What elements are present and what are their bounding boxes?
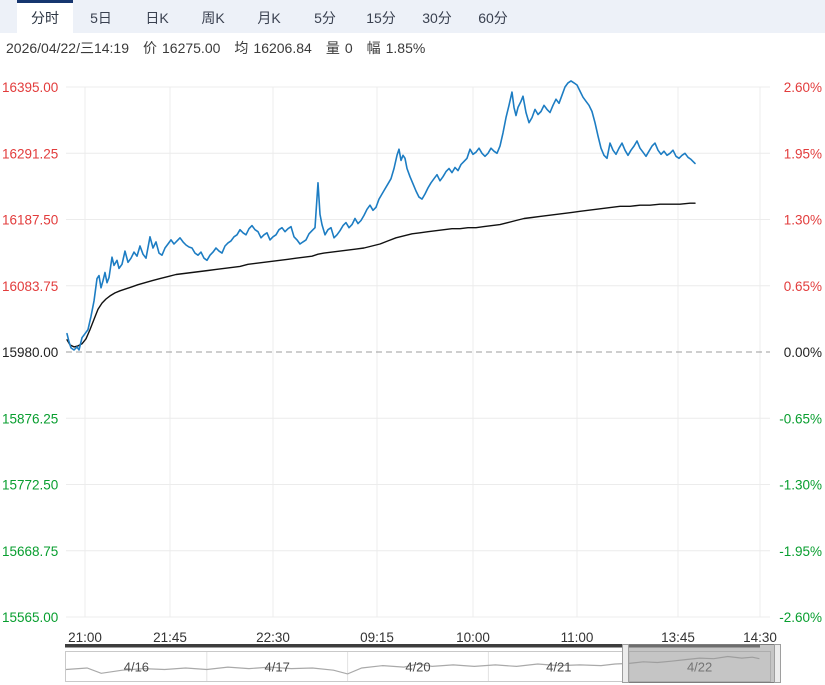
y-axis-pct-label: -2.60% <box>779 610 822 625</box>
info-range: 幅 1.85% <box>366 40 426 56</box>
tab-monthly-k[interactable]: 月K <box>257 10 281 26</box>
tab-5day[interactable]: 5日 <box>90 10 112 26</box>
y-axis-price-label: 16083.75 <box>2 279 58 294</box>
info-datetime: 2026/04/22/三14:19 <box>6 40 129 56</box>
x-axis-time-label: 21:45 <box>153 630 187 645</box>
price-line <box>66 80 696 351</box>
navigator-sparkline: 4/164/174/204/214/22 <box>66 652 760 681</box>
x-axis-time-label: 10:00 <box>456 630 490 645</box>
x-axis-time-label: 21:00 <box>68 630 102 645</box>
y-axis-price-label: 15565.00 <box>2 610 58 625</box>
navigator-left-handle[interactable] <box>622 644 629 683</box>
y-axis-price-label: 15772.50 <box>2 478 58 493</box>
chart-plot-area[interactable] <box>66 87 770 617</box>
navigator-date-label: 4/16 <box>124 660 149 675</box>
x-axis-time-label: 13:45 <box>661 630 695 645</box>
navigator-date-label: 4/21 <box>546 660 571 675</box>
x-axis-bar <box>65 644 760 648</box>
y-axis-pct-label: 1.95% <box>784 146 822 161</box>
tab-fenshi[interactable]: 分时 <box>17 0 73 33</box>
x-axis-time-label: 11:00 <box>561 630 594 645</box>
tab-5min[interactable]: 5分 <box>314 10 336 26</box>
y-axis-price-label: 16291.25 <box>2 146 58 161</box>
y-axis-pct-label: -1.30% <box>779 478 822 493</box>
tab-15min[interactable]: 15分 <box>366 10 396 26</box>
info-average: 均 16206.84 <box>234 40 312 56</box>
tab-daily-k[interactable]: 日K <box>145 10 169 26</box>
x-axis-time-label: 09:15 <box>360 630 394 645</box>
y-axis-price-label: 15668.75 <box>2 544 58 559</box>
tab-bar: 分时 5日 日K 周K 月K 5分 15分 30分 60分 <box>0 0 825 33</box>
y-axis-price-label: 16395.00 <box>2 80 58 95</box>
tab-30min[interactable]: 30分 <box>422 10 452 26</box>
main-chart: 21:00 21:45 22:30 09:15 10:00 11:00 13:45 14:30… <box>2 80 822 648</box>
x-axis-time-label: 14:30 <box>743 630 777 645</box>
y-axis-price-label: 15980.00 <box>2 345 58 360</box>
y-axis-pct-label: -0.65% <box>779 411 822 426</box>
y-axis-price-label: 15876.25 <box>2 411 58 426</box>
x-axis-time-label: 22:30 <box>256 630 290 645</box>
navigator-date-label: 4/20 <box>405 660 430 675</box>
y-axis-pct-label: 0.65% <box>784 279 822 294</box>
tab-weekly-k[interactable]: 周K <box>201 10 225 26</box>
y-axis-pct-label: 2.60% <box>784 80 822 95</box>
navigator-date-label: 4/17 <box>265 660 290 675</box>
average-line <box>66 202 696 348</box>
y-axis-pct-label: 1.30% <box>784 213 822 228</box>
tab-60min[interactable]: 60分 <box>478 10 508 26</box>
y-axis-pct-label: -1.95% <box>779 544 822 559</box>
navigator-selection[interactable] <box>628 644 775 683</box>
navigator-right-handle[interactable] <box>774 644 781 683</box>
info-price: 价 16275.00 <box>143 40 221 56</box>
y-axis-pct-label: 0.00% <box>784 345 822 360</box>
y-axis-price-label: 16187.50 <box>2 213 58 228</box>
